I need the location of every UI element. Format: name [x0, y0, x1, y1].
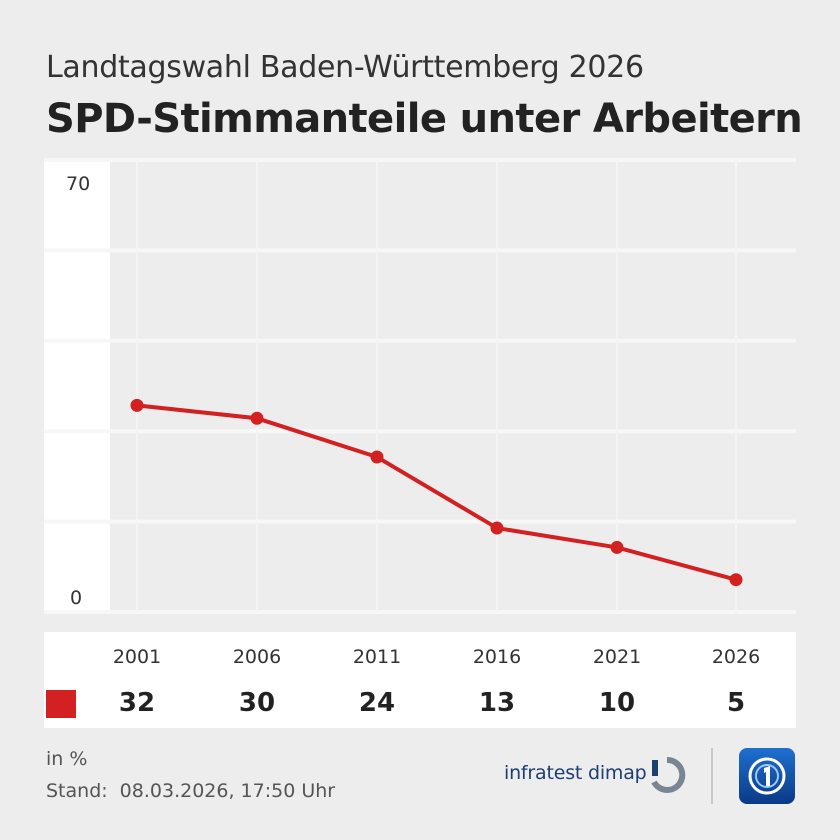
timestamp-label: Stand:	[46, 780, 108, 802]
chart-gridlines	[44, 158, 796, 614]
infratest-dimap-brand: infratest dimap	[504, 762, 647, 784]
series-line	[136, 403, 737, 582]
table-value: 10	[598, 688, 636, 718]
table-value: 5	[726, 688, 746, 718]
data-series	[130, 398, 743, 587]
data-point	[490, 521, 504, 535]
table-value: 32	[118, 688, 156, 718]
table-value: 13	[478, 688, 516, 718]
value-table: 2001 32 2006 30 2011 24 2016 13 2021 10 2026 5	[44, 632, 796, 728]
table-year: 2001	[112, 646, 162, 668]
data-point	[729, 573, 743, 587]
table-year: 2011	[352, 646, 402, 668]
table-year: 2026	[711, 646, 761, 668]
table-year: 2021	[592, 646, 642, 668]
y-axis-tick-labels: 70 0	[66, 173, 90, 609]
table-value: 30	[238, 688, 276, 718]
timestamp: Stand: 08.03.2026, 17:50 Uhr	[46, 780, 335, 802]
y-tick-label: 0	[70, 587, 82, 609]
tagesschau-logo-icon	[739, 748, 795, 804]
plot-background	[44, 160, 110, 612]
footer-divider	[711, 748, 713, 804]
infratest-dimap-logo-icon	[651, 756, 686, 793]
data-point	[130, 398, 144, 412]
chart-title: SPD-Stimmanteile unter Arbeitern	[46, 96, 803, 142]
table-year: 2006	[232, 646, 282, 668]
y-tick-label: 70	[66, 173, 90, 195]
table-value: 24	[358, 688, 396, 718]
y-axis-panel	[44, 160, 110, 612]
chart-supertitle: Landtagswahl Baden-Württemberg 2026	[46, 50, 644, 85]
table-year: 2016	[472, 646, 522, 668]
line-chart: 70 0	[44, 158, 796, 614]
data-point	[610, 540, 624, 554]
data-point	[370, 450, 384, 464]
legend-swatch-spd	[46, 690, 76, 718]
timestamp-value: 08.03.2026, 17:50 Uhr	[119, 780, 336, 802]
data-point	[250, 411, 264, 425]
unit-label: in %	[46, 748, 88, 770]
